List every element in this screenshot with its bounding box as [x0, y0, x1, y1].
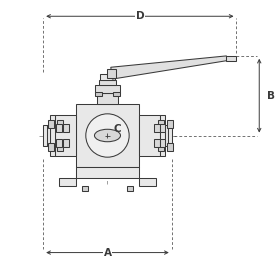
Bar	[160, 115, 165, 156]
Bar	[56, 138, 62, 147]
Bar	[56, 124, 62, 133]
Bar	[153, 124, 160, 133]
Bar	[43, 125, 46, 146]
Ellipse shape	[94, 129, 120, 142]
Bar	[48, 143, 53, 151]
Bar	[95, 85, 120, 93]
Bar	[160, 138, 165, 147]
Bar	[50, 115, 55, 156]
Bar	[59, 178, 76, 186]
Bar	[127, 186, 133, 191]
Bar	[158, 143, 164, 151]
Bar	[63, 138, 69, 147]
Bar	[107, 69, 116, 78]
Circle shape	[86, 114, 129, 157]
Bar	[76, 167, 139, 178]
Bar	[100, 74, 115, 80]
Bar	[226, 56, 237, 61]
Bar	[48, 120, 53, 128]
Text: D: D	[136, 11, 144, 21]
Text: B: B	[267, 91, 275, 101]
Bar	[139, 115, 160, 156]
Text: A: A	[104, 248, 111, 257]
Bar	[167, 143, 173, 151]
Bar	[167, 120, 173, 128]
Bar	[97, 93, 118, 104]
Bar	[165, 125, 169, 146]
Bar	[63, 124, 69, 133]
Bar	[46, 125, 50, 146]
Bar	[82, 186, 88, 191]
Bar	[57, 143, 63, 151]
Bar	[76, 104, 139, 167]
Bar	[169, 125, 172, 146]
Bar	[139, 178, 156, 186]
Bar	[153, 138, 160, 147]
Bar	[55, 115, 76, 156]
Bar	[95, 92, 102, 96]
Bar	[99, 80, 116, 85]
Text: C: C	[113, 124, 121, 134]
Bar	[158, 120, 164, 128]
Polygon shape	[111, 56, 227, 79]
Bar	[160, 124, 165, 133]
Bar	[57, 120, 63, 128]
Bar	[113, 92, 120, 96]
